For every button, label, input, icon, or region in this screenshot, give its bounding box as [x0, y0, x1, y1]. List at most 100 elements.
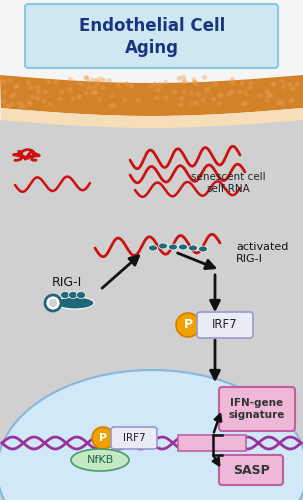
Circle shape: [266, 94, 271, 98]
Circle shape: [271, 82, 276, 86]
Ellipse shape: [198, 246, 208, 252]
Circle shape: [68, 88, 73, 92]
Circle shape: [217, 102, 221, 106]
Circle shape: [6, 104, 11, 108]
Circle shape: [241, 102, 246, 106]
Circle shape: [1, 99, 6, 104]
Circle shape: [19, 103, 24, 108]
Circle shape: [1, 80, 6, 84]
Circle shape: [158, 82, 163, 87]
Circle shape: [278, 98, 282, 103]
Ellipse shape: [76, 292, 85, 298]
FancyBboxPatch shape: [25, 4, 278, 68]
Circle shape: [30, 94, 35, 100]
Circle shape: [43, 89, 48, 94]
Ellipse shape: [68, 292, 78, 298]
Circle shape: [172, 90, 177, 94]
Ellipse shape: [178, 244, 188, 250]
Circle shape: [93, 90, 98, 95]
Circle shape: [181, 80, 186, 84]
Circle shape: [218, 94, 223, 98]
Circle shape: [46, 79, 51, 84]
Text: P: P: [99, 433, 107, 443]
Circle shape: [265, 88, 270, 94]
Circle shape: [77, 94, 82, 100]
Circle shape: [248, 81, 253, 86]
Text: senescent cell
self-RNA: senescent cell self-RNA: [191, 172, 265, 195]
Circle shape: [230, 90, 235, 94]
Text: activated
RIG-I: activated RIG-I: [236, 242, 288, 264]
Circle shape: [148, 84, 153, 88]
Circle shape: [112, 103, 116, 108]
Circle shape: [17, 100, 22, 105]
Circle shape: [27, 102, 32, 106]
Ellipse shape: [158, 243, 168, 249]
Text: SASP: SASP: [233, 464, 269, 476]
Circle shape: [77, 94, 82, 100]
Circle shape: [92, 84, 98, 89]
Circle shape: [182, 90, 187, 94]
Circle shape: [26, 100, 32, 104]
Circle shape: [86, 80, 91, 84]
Circle shape: [87, 86, 92, 90]
Circle shape: [97, 97, 102, 102]
Ellipse shape: [0, 370, 303, 500]
Circle shape: [189, 90, 194, 96]
Circle shape: [124, 81, 129, 86]
FancyBboxPatch shape: [197, 312, 253, 338]
Ellipse shape: [56, 297, 94, 309]
Circle shape: [244, 91, 249, 96]
PathPatch shape: [0, 75, 303, 116]
Circle shape: [244, 100, 249, 105]
Circle shape: [247, 85, 252, 90]
Circle shape: [84, 91, 88, 96]
Circle shape: [49, 299, 57, 307]
Circle shape: [230, 80, 235, 86]
Circle shape: [191, 77, 196, 82]
Text: IRF7: IRF7: [212, 318, 238, 332]
Circle shape: [178, 102, 183, 107]
PathPatch shape: [0, 108, 303, 128]
Circle shape: [189, 100, 194, 105]
Circle shape: [218, 92, 223, 98]
Circle shape: [291, 86, 295, 92]
Circle shape: [71, 96, 75, 102]
Circle shape: [155, 96, 160, 100]
Ellipse shape: [61, 292, 69, 298]
Circle shape: [212, 82, 218, 86]
Circle shape: [204, 88, 209, 92]
Circle shape: [196, 92, 201, 96]
Circle shape: [237, 90, 242, 94]
Circle shape: [102, 78, 106, 83]
Circle shape: [48, 102, 53, 106]
Ellipse shape: [71, 449, 129, 471]
Circle shape: [108, 104, 113, 108]
Circle shape: [95, 78, 100, 83]
Circle shape: [2, 90, 7, 95]
Circle shape: [258, 93, 263, 98]
Circle shape: [294, 82, 299, 87]
Text: Aging: Aging: [125, 39, 179, 57]
Circle shape: [28, 86, 32, 90]
Circle shape: [240, 80, 245, 85]
Circle shape: [10, 102, 15, 107]
Circle shape: [42, 98, 47, 103]
Circle shape: [116, 82, 121, 87]
Circle shape: [129, 83, 134, 88]
Circle shape: [281, 84, 286, 89]
Circle shape: [136, 98, 141, 103]
Circle shape: [83, 75, 88, 80]
Circle shape: [280, 102, 285, 106]
Circle shape: [153, 82, 158, 86]
Circle shape: [280, 78, 285, 84]
Circle shape: [181, 75, 186, 80]
Circle shape: [156, 88, 161, 92]
Circle shape: [202, 75, 207, 80]
Circle shape: [211, 96, 216, 102]
Circle shape: [163, 80, 168, 85]
Text: P: P: [183, 318, 193, 332]
Circle shape: [164, 96, 168, 100]
Text: IRF7: IRF7: [123, 433, 145, 443]
Circle shape: [85, 76, 90, 80]
Text: RIG-I: RIG-I: [52, 276, 82, 289]
